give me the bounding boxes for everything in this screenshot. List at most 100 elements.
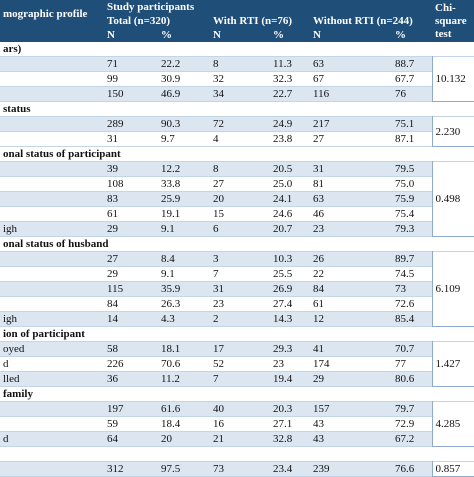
cell: 70.6 xyxy=(161,358,181,370)
data-row: 39 12.2 8 20.5 31 79.5 0.498 xyxy=(0,161,474,237)
table-header: mographic profile Study participants Chi-s… xyxy=(0,0,474,42)
section-title: onal status of husband xyxy=(0,236,474,252)
cell: 11.3 xyxy=(270,56,310,72)
cell: 20 xyxy=(158,431,210,447)
data-row: 150 46.9 34 22.7 116 76 xyxy=(0,86,474,102)
cell: 23 xyxy=(273,358,284,370)
group-header: Total (n=320) xyxy=(104,14,210,28)
data-row: 197 61.6 40 20.3 157 79.7 4.285 xyxy=(0,401,474,447)
section-title-row: onal status of husband xyxy=(0,236,474,252)
cell: 22.7 xyxy=(270,86,310,102)
chi-value: 0.498 xyxy=(431,161,474,237)
unit-header: % xyxy=(158,28,210,42)
section-title: onal status of participant xyxy=(0,146,474,162)
cell: 289 xyxy=(104,116,158,132)
cell: 25.5 xyxy=(273,268,293,280)
cell: 24.6 xyxy=(273,208,293,220)
cell: 23.8 xyxy=(273,133,293,145)
cell: 22 xyxy=(313,268,324,280)
cell: 29.3 xyxy=(270,341,310,357)
cell: 83 xyxy=(104,191,158,207)
section-title-row: ars) xyxy=(0,42,474,57)
cell: 90.3 xyxy=(158,116,210,132)
cell: 71 xyxy=(104,56,158,72)
cell: 67 xyxy=(313,73,324,85)
chi-value: 0.857 xyxy=(431,461,474,477)
cell: 9.7 xyxy=(161,133,175,145)
cell: 21 xyxy=(210,431,270,447)
cell: 8.4 xyxy=(158,251,210,267)
cell: 75.0 xyxy=(395,178,415,190)
cell: 23 xyxy=(213,298,224,310)
profile-header: mographic profile xyxy=(0,0,104,28)
cell: 52 xyxy=(213,358,224,370)
table-body: ars) 71 22.2 8 11.3 63 88.7 10.132 99 30.9 32 32.3 6… xyxy=(0,42,474,477)
cell: 27 xyxy=(213,178,224,190)
cell: 29 xyxy=(310,371,392,387)
cell: 40 xyxy=(210,401,270,417)
cell: 41 xyxy=(310,341,392,357)
row-label xyxy=(0,191,104,207)
cell: 31 xyxy=(310,161,392,177)
unit-header: N xyxy=(104,28,158,42)
unit-header: % xyxy=(392,28,433,42)
cell: 4 xyxy=(213,133,219,145)
cell: 19.1 xyxy=(161,208,181,220)
cell: 26 xyxy=(310,251,392,267)
data-row: igh 29 9.1 6 20.7 23 79.3 xyxy=(0,221,474,237)
cell: 22.2 xyxy=(158,56,210,72)
row-label xyxy=(0,297,104,312)
data-row: 312 97.5 73 23.4 239 76.6 0.857 xyxy=(0,461,474,477)
row-label xyxy=(0,86,104,102)
data-row: oyed 58 18.1 17 29.3 41 70.7 1.427 xyxy=(0,341,474,387)
cell: 26.3 xyxy=(161,298,181,310)
row-label xyxy=(0,161,104,177)
cell: 43 xyxy=(313,418,324,430)
row-label xyxy=(0,461,104,477)
section-title-row: family xyxy=(0,386,474,402)
row-label xyxy=(0,72,104,87)
data-row: 99 30.9 32 32.3 67 67.7 xyxy=(0,72,474,87)
cell: 20.5 xyxy=(270,161,310,177)
cell: 26.9 xyxy=(270,281,310,297)
cell: 24.9 xyxy=(270,116,310,132)
header-row: mographic profile Study participants Chi-s… xyxy=(0,0,474,42)
section-title-row: status xyxy=(0,101,474,117)
cell: 7 xyxy=(210,371,270,387)
data-row: 61 19.1 15 24.6 46 75.4 xyxy=(0,207,474,222)
cell: 174 xyxy=(313,358,330,370)
cell: 3 xyxy=(210,251,270,267)
data-row: 27 8.4 3 10.3 26 89.7 6.109 xyxy=(0,251,474,327)
cell: 59 xyxy=(107,418,118,430)
unit-header: N xyxy=(310,28,392,42)
data-row: 84 26.3 23 27.4 61 72.6 xyxy=(0,297,474,312)
cell: 10.3 xyxy=(270,251,310,267)
row-label: d xyxy=(3,358,9,370)
cell: 27.4 xyxy=(273,298,293,310)
unit-header: % xyxy=(270,28,310,42)
cell: 89.7 xyxy=(392,251,433,267)
cell: 46.9 xyxy=(158,86,210,102)
cell: 63 xyxy=(310,191,392,207)
cell: 75.9 xyxy=(392,191,433,207)
cell: 116 xyxy=(310,86,392,102)
data-row: 289 90.3 72 24.9 217 75.1 2.230 xyxy=(0,116,474,147)
cell: 35.9 xyxy=(158,281,210,297)
row-label xyxy=(0,116,104,132)
data-row: lled 36 11.2 7 19.4 29 80.6 xyxy=(0,371,474,387)
cell: 79.7 xyxy=(392,401,433,417)
cell: 75.1 xyxy=(392,116,433,132)
cell: 18.4 xyxy=(161,418,181,430)
cell: 217 xyxy=(310,116,392,132)
cell: 8 xyxy=(210,56,270,72)
cell: 108 xyxy=(107,178,124,190)
row-label: d xyxy=(0,431,104,447)
cell: 81 xyxy=(313,178,324,190)
cell: 20.3 xyxy=(270,401,310,417)
cell: 79.5 xyxy=(392,161,433,177)
section-title: ion of participant xyxy=(0,326,474,342)
data-row: d 64 20 21 32.8 43 67.2 xyxy=(0,431,474,447)
row-label xyxy=(0,207,104,222)
